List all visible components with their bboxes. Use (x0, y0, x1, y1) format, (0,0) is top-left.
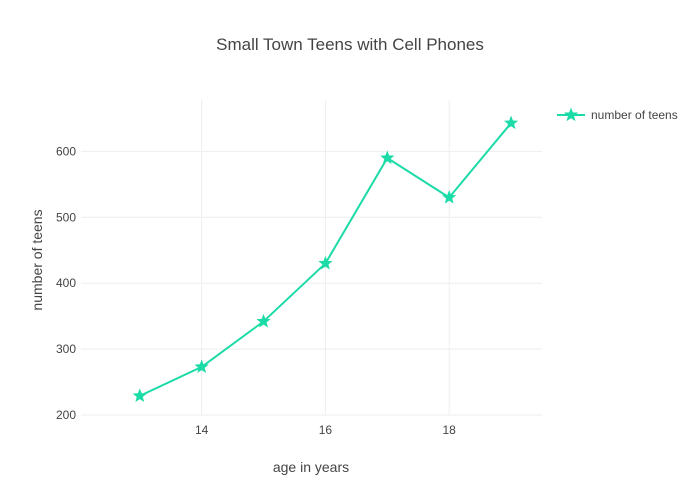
legend-star-icon (563, 107, 579, 122)
legend-label: number of teens (591, 108, 678, 122)
x-tick-label: 14 (195, 423, 209, 437)
series-layer (132, 115, 519, 402)
x-tick-label: 16 (319, 423, 333, 437)
legend[interactable]: number of teens (557, 107, 678, 123)
data-point-star-marker[interactable] (194, 359, 209, 373)
x-tick-label: 18 (443, 423, 457, 437)
data-point-star-marker[interactable] (318, 255, 333, 270)
data-point-star-marker[interactable] (442, 190, 457, 204)
y-tick-label: 200 (56, 408, 76, 422)
data-point-star-marker[interactable] (132, 388, 147, 402)
x-axis-title: age in years (273, 459, 349, 475)
y-tick-label: 300 (56, 342, 76, 356)
y-axis-title: number of teens (29, 209, 45, 310)
grid-layer (81, 100, 542, 416)
y-tick-label: 500 (56, 210, 76, 224)
data-point-star-marker[interactable] (256, 313, 271, 328)
chart-title: Small Town Teens with Cell Phones (216, 35, 484, 54)
tick-labels: 200 300 400 500 600 14 16 18 (56, 144, 456, 437)
y-tick-label: 400 (56, 276, 76, 290)
data-point-star-marker[interactable] (380, 150, 395, 165)
y-tick-label: 600 (56, 144, 76, 158)
data-point-star-marker[interactable] (503, 115, 519, 130)
